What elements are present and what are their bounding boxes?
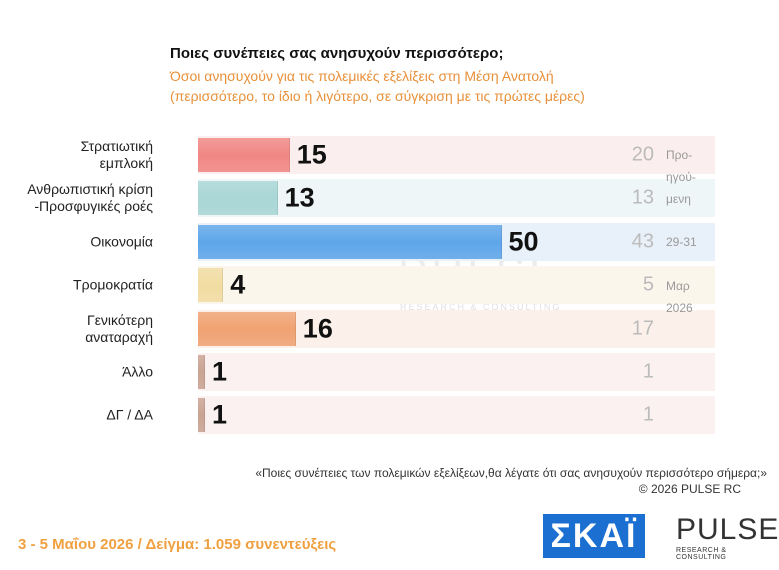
category-label: Οικονομία xyxy=(90,233,153,250)
category-label: Ανθρωπιστική κρίση -Προσφυγικές ροές xyxy=(27,181,153,215)
previous-label: 29-31 xyxy=(666,235,697,249)
bar xyxy=(198,224,502,259)
pulse-logo: PULSE xyxy=(676,513,779,546)
pulse-logo-sub: RESEARCH & CONSULTING xyxy=(676,547,727,561)
value-label: 13 xyxy=(284,182,315,213)
row-band xyxy=(198,396,715,435)
category-label: Γενικότερη αναταραχή xyxy=(85,311,153,345)
subtitle: (περισσότερο, το ίδιο ή λιγότερο, σε σύγ… xyxy=(170,88,585,104)
previous-label: Προ- xyxy=(666,148,693,162)
bar xyxy=(198,138,290,172)
subtitle: Όσοι ανησυχούν για τις πολεμικές εξελίξε… xyxy=(170,68,554,84)
previous-value: 13 xyxy=(631,186,654,209)
value-label: 1 xyxy=(212,356,228,387)
previous-value: 5 xyxy=(642,273,654,296)
chart-title: Ποιες συνέπειες σας ανησυχούν περισσότερ… xyxy=(170,45,504,62)
bar xyxy=(198,355,206,389)
previous-value: 43 xyxy=(631,230,654,253)
value-label: 50 xyxy=(508,226,539,257)
category-label: Τρομοκρατία xyxy=(73,276,153,293)
watermark-sub: RESEARCH & CONSULTING xyxy=(400,302,562,312)
row-band xyxy=(198,266,715,305)
bar xyxy=(198,268,224,303)
bar xyxy=(198,181,278,216)
previous-value: 1 xyxy=(642,403,654,426)
question: «Ποιες συνέπειες των πολεμικών εξελίξεων… xyxy=(255,466,767,480)
copyright: © 2026 PULSE RC xyxy=(638,482,741,496)
value-label: 15 xyxy=(296,139,327,170)
previous-label: μενη xyxy=(666,192,691,206)
previous-value: 1 xyxy=(642,360,654,383)
bar xyxy=(198,398,206,433)
row-band xyxy=(198,179,715,218)
value-label: 4 xyxy=(230,269,246,300)
bar xyxy=(198,311,296,346)
row-band xyxy=(198,353,715,391)
category-label: Στρατιωτική εμπλοκή xyxy=(80,138,153,171)
previous-label: 2026 xyxy=(666,301,693,315)
category-label: ΔΓ / ΔΑ xyxy=(106,406,153,423)
previous-value: 20 xyxy=(631,143,654,166)
value-label: 16 xyxy=(302,313,333,344)
category-label: Άλλο xyxy=(122,363,153,380)
value-label: 1 xyxy=(212,399,228,430)
footer: 3 - 5 Μαΐου 2026 / Δείγμα: 1.059 συνεντε… xyxy=(18,536,337,553)
previous-label: Μαρ xyxy=(666,279,690,293)
previous-label: ηγού- xyxy=(666,170,696,184)
previous-value: 17 xyxy=(631,317,654,340)
skai-logo: ΣΚΑΪ xyxy=(543,514,645,558)
